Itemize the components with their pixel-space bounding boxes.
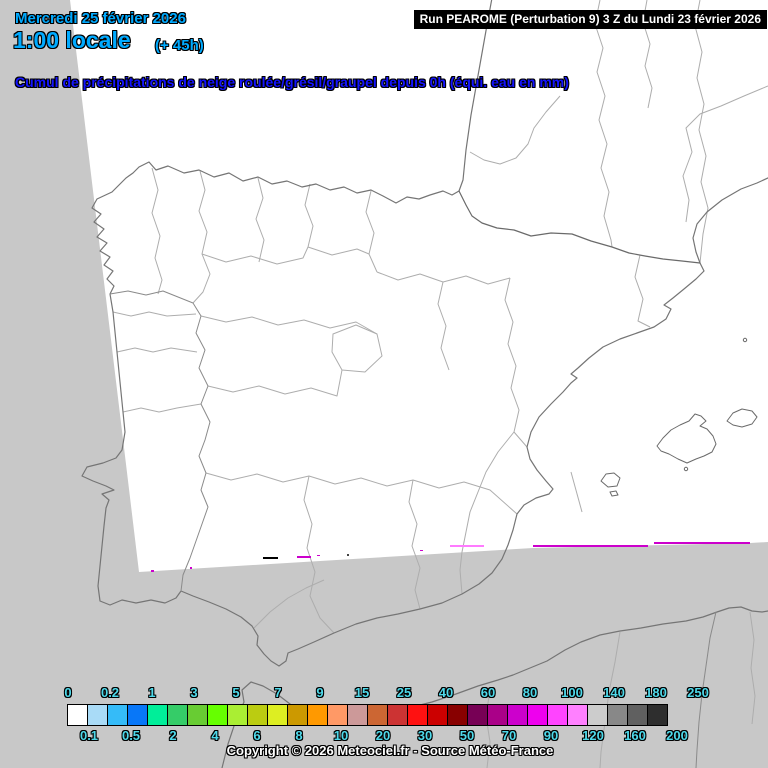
region-border <box>485 689 491 768</box>
region-border <box>304 183 314 248</box>
region-border <box>331 324 383 373</box>
date-label: Mercredi 25 février 2026 <box>15 10 186 27</box>
region-border <box>116 347 198 353</box>
precip-mark <box>297 556 311 558</box>
region-border <box>205 472 518 515</box>
precip-mark <box>533 545 648 547</box>
islands <box>600 337 758 497</box>
precip-mark <box>420 550 423 551</box>
run-info-box: Run PEAROME (Perturbation 9) 3 Z du Lund… <box>413 10 767 29</box>
region-border <box>192 170 211 304</box>
iberia-france-coastline <box>81 0 768 667</box>
precip-mark <box>190 567 192 569</box>
africa-coastline <box>221 606 768 768</box>
region-border <box>200 315 378 335</box>
copyright-label: Copyright © 2026 Meteociel.fr - Source M… <box>226 743 554 758</box>
coastlines <box>81 0 768 768</box>
pyrenees-border <box>458 190 701 264</box>
precip-mark <box>317 555 320 556</box>
precip-mark <box>450 545 484 547</box>
menorca-island <box>726 408 758 428</box>
region-border <box>694 0 709 264</box>
region-border <box>504 277 528 448</box>
river-line <box>253 579 325 629</box>
ibiza-island <box>600 472 621 488</box>
precip-mark <box>151 570 154 572</box>
precip-marks-layer <box>151 542 750 572</box>
precip-mark <box>263 557 278 559</box>
region-border <box>207 369 343 397</box>
formentera-island <box>609 490 619 497</box>
small-islet <box>742 337 748 343</box>
model-domain-area <box>70 0 768 572</box>
region-border <box>749 611 756 725</box>
region-border <box>459 431 515 595</box>
region-border <box>408 479 421 610</box>
forecast-offset-label: (+ 45h) <box>155 37 204 54</box>
region-borders <box>112 0 768 768</box>
region-border <box>151 167 163 295</box>
region-border <box>437 281 450 371</box>
region-border <box>682 85 768 223</box>
region-border <box>469 95 561 165</box>
maritime-line <box>570 471 583 513</box>
morocco-algeria-border <box>695 611 717 768</box>
region-border <box>112 311 197 317</box>
precip-mark <box>654 542 750 544</box>
cabrera-islet <box>683 466 689 472</box>
region-border <box>594 0 613 248</box>
region-border <box>122 403 202 413</box>
region-border <box>307 246 370 256</box>
region-border <box>255 177 265 263</box>
time-label: 1:00 locale <box>13 27 131 53</box>
region-border <box>201 246 309 265</box>
precip-mark <box>347 554 349 556</box>
map-title: Cumul de précipitations de neige roulée/… <box>15 74 569 90</box>
region-border <box>365 190 378 273</box>
region-border <box>634 254 651 328</box>
portugal-spain-border <box>109 290 211 592</box>
region-border <box>303 475 335 634</box>
mallorca-island <box>656 413 717 464</box>
